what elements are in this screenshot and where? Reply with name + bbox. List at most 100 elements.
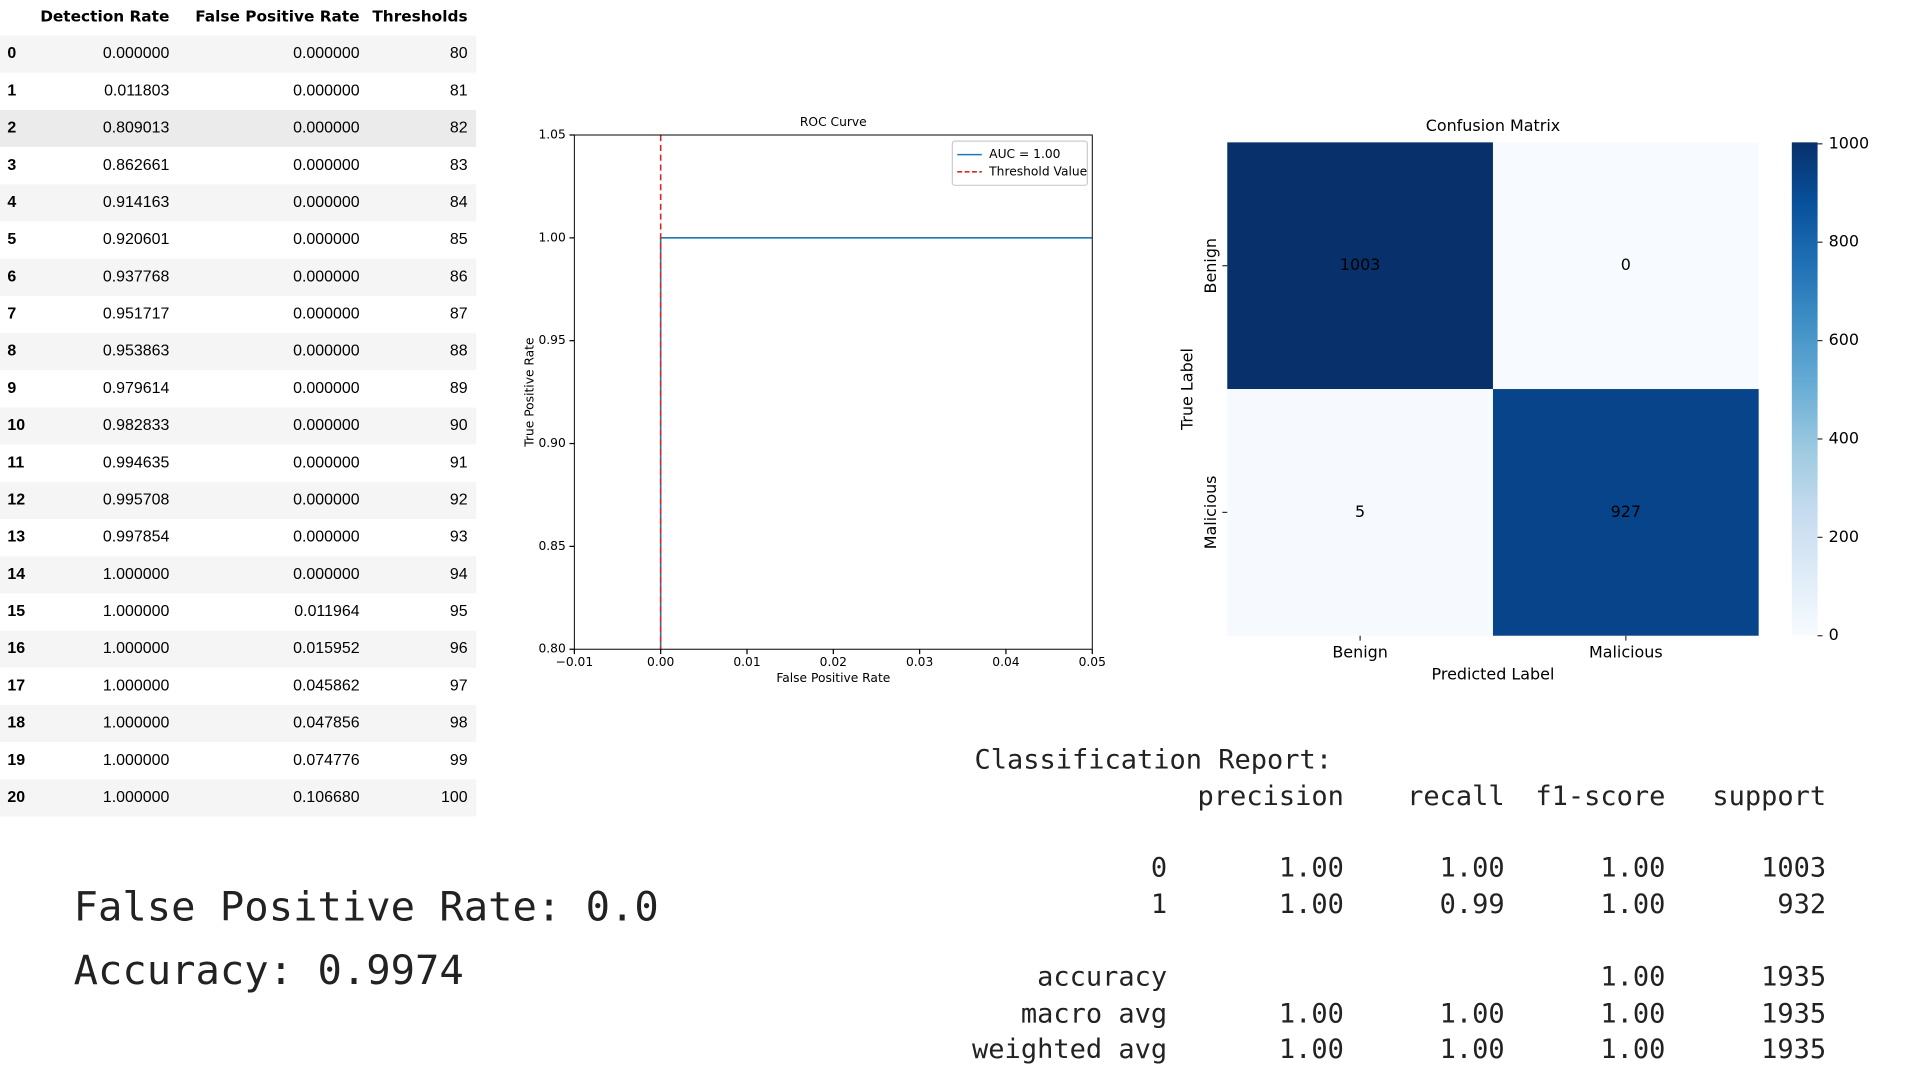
table-cell: 82 — [450, 120, 468, 137]
table-cell: 94 — [450, 566, 468, 583]
table-cell: 0.000000 — [293, 45, 360, 62]
table-row — [0, 184, 477, 222]
table-cell: 0.979614 — [103, 380, 170, 397]
row-index: 5 — [7, 231, 16, 248]
table-cell: 0.951717 — [103, 306, 170, 323]
y-tick-label: 0.85 — [538, 539, 565, 553]
table-cell: 0.000000 — [293, 82, 360, 99]
report-cell: 1.00 — [1279, 889, 1344, 920]
table-cell: 0.074776 — [293, 752, 360, 769]
table-cell: 0.920601 — [103, 231, 170, 248]
table-row — [0, 704, 477, 743]
table-cell: 87 — [450, 306, 468, 323]
report-cell: 1003 — [1761, 852, 1826, 883]
y-tick-label: 0.90 — [538, 436, 565, 450]
report-column: recall — [1407, 781, 1505, 812]
x-tick-label: 0.03 — [906, 655, 933, 669]
cell-label: 5 — [1355, 502, 1365, 521]
report-cell: 1.00 — [1440, 998, 1505, 1029]
colorbar — [1791, 142, 1818, 636]
colorbar-tick-label: 600 — [1829, 330, 1859, 349]
table-cell: 95 — [450, 603, 468, 620]
y-tick-label: 0.80 — [538, 642, 565, 656]
table-cell: 97 — [450, 677, 468, 694]
table-row — [0, 295, 477, 334]
colorbar-tick-label: 200 — [1829, 527, 1859, 546]
column-header: Detection Rate — [40, 8, 169, 26]
row-index: 8 — [7, 343, 16, 360]
table-cell: 0.000000 — [293, 566, 360, 583]
row-index: 6 — [7, 268, 16, 285]
table-cell: 0.914163 — [103, 194, 170, 211]
row-index: 7 — [7, 306, 16, 323]
summary-line: Accuracy: 0.9974 — [74, 946, 464, 994]
table-row — [0, 333, 477, 371]
column-header: False Positive Rate — [195, 8, 359, 26]
table-cell: 1.000000 — [103, 603, 170, 620]
row-index: 13 — [7, 529, 25, 546]
table-row — [0, 258, 477, 296]
table-cell: 0.997854 — [103, 529, 170, 546]
x-tick-label: 0.02 — [820, 655, 847, 669]
legend-label: AUC = 1.00 — [989, 147, 1060, 161]
table-cell: 0.809013 — [103, 120, 170, 137]
report-cell: 1.00 — [1600, 852, 1665, 883]
row-index: 10 — [7, 417, 25, 434]
table-cell: 1.000000 — [103, 752, 170, 769]
table-cell: 88 — [450, 343, 468, 360]
table-cell: 0.000000 — [293, 491, 360, 508]
table-cell: 92 — [450, 491, 468, 508]
report-cell: 1.00 — [1440, 1034, 1505, 1065]
row-index: 3 — [7, 157, 16, 174]
table-cell: 85 — [450, 231, 468, 248]
table-cell: 0.000000 — [293, 231, 360, 248]
report-cell: 932 — [1777, 889, 1826, 920]
table-cell: 0.047856 — [293, 715, 360, 732]
table-cell: 0.982833 — [103, 417, 170, 434]
x-axis-label: False Positive Rate — [776, 671, 890, 685]
x-tick-label: Malicious — [1589, 642, 1663, 661]
x-tick-label: 0.00 — [647, 655, 674, 669]
table-row — [0, 481, 477, 520]
table-cell: 0.011964 — [294, 603, 359, 620]
table-cell: 96 — [450, 640, 468, 657]
report-cell: 0.99 — [1440, 889, 1505, 920]
table-cell: 0.000000 — [293, 306, 360, 323]
plot-area — [659, 135, 1093, 650]
row-index: 4 — [7, 194, 16, 211]
row-index: 1 — [7, 82, 16, 99]
table-cell: 0.995708 — [103, 491, 170, 508]
x-tick-label: Benign — [1332, 642, 1388, 661]
report-row-label: 0 — [1151, 852, 1167, 883]
table-cell: 0.000000 — [103, 45, 170, 62]
row-index: 20 — [7, 789, 25, 806]
table-cell: 0.000000 — [293, 417, 360, 434]
heat-cell — [1492, 142, 1759, 390]
table-row — [0, 35, 477, 73]
legend-box — [951, 140, 1088, 186]
heat-cell — [1492, 389, 1759, 636]
row-index: 0 — [7, 45, 16, 62]
x-axis-label: Predicted Label — [1432, 665, 1555, 684]
report-cell: 1.00 — [1600, 889, 1665, 920]
table-cell: 0.000000 — [293, 120, 360, 137]
x-tick-label: −0.01 — [556, 655, 594, 669]
colorbar-tick-label: 1000 — [1829, 133, 1870, 152]
x-tick-label: 0.04 — [992, 655, 1020, 669]
report-cell: 1.00 — [1279, 1034, 1344, 1065]
table-cell: 80 — [450, 45, 468, 62]
row-index: 12 — [7, 491, 25, 508]
cell-label: 1003 — [1340, 255, 1381, 274]
table-row — [0, 147, 477, 185]
report-title: Classification Report: — [974, 744, 1332, 775]
colorbar-tick-label: 400 — [1829, 428, 1859, 447]
table-cell: 1.000000 — [103, 677, 170, 694]
y-tick-label: Benign — [1201, 238, 1220, 294]
y-axis-label: True Label — [1178, 348, 1197, 431]
report-cell: 1.00 — [1440, 852, 1505, 883]
table-row — [0, 779, 477, 817]
table-cell: 86 — [450, 268, 468, 285]
y-axis-label: True Positive Rate — [523, 337, 537, 447]
